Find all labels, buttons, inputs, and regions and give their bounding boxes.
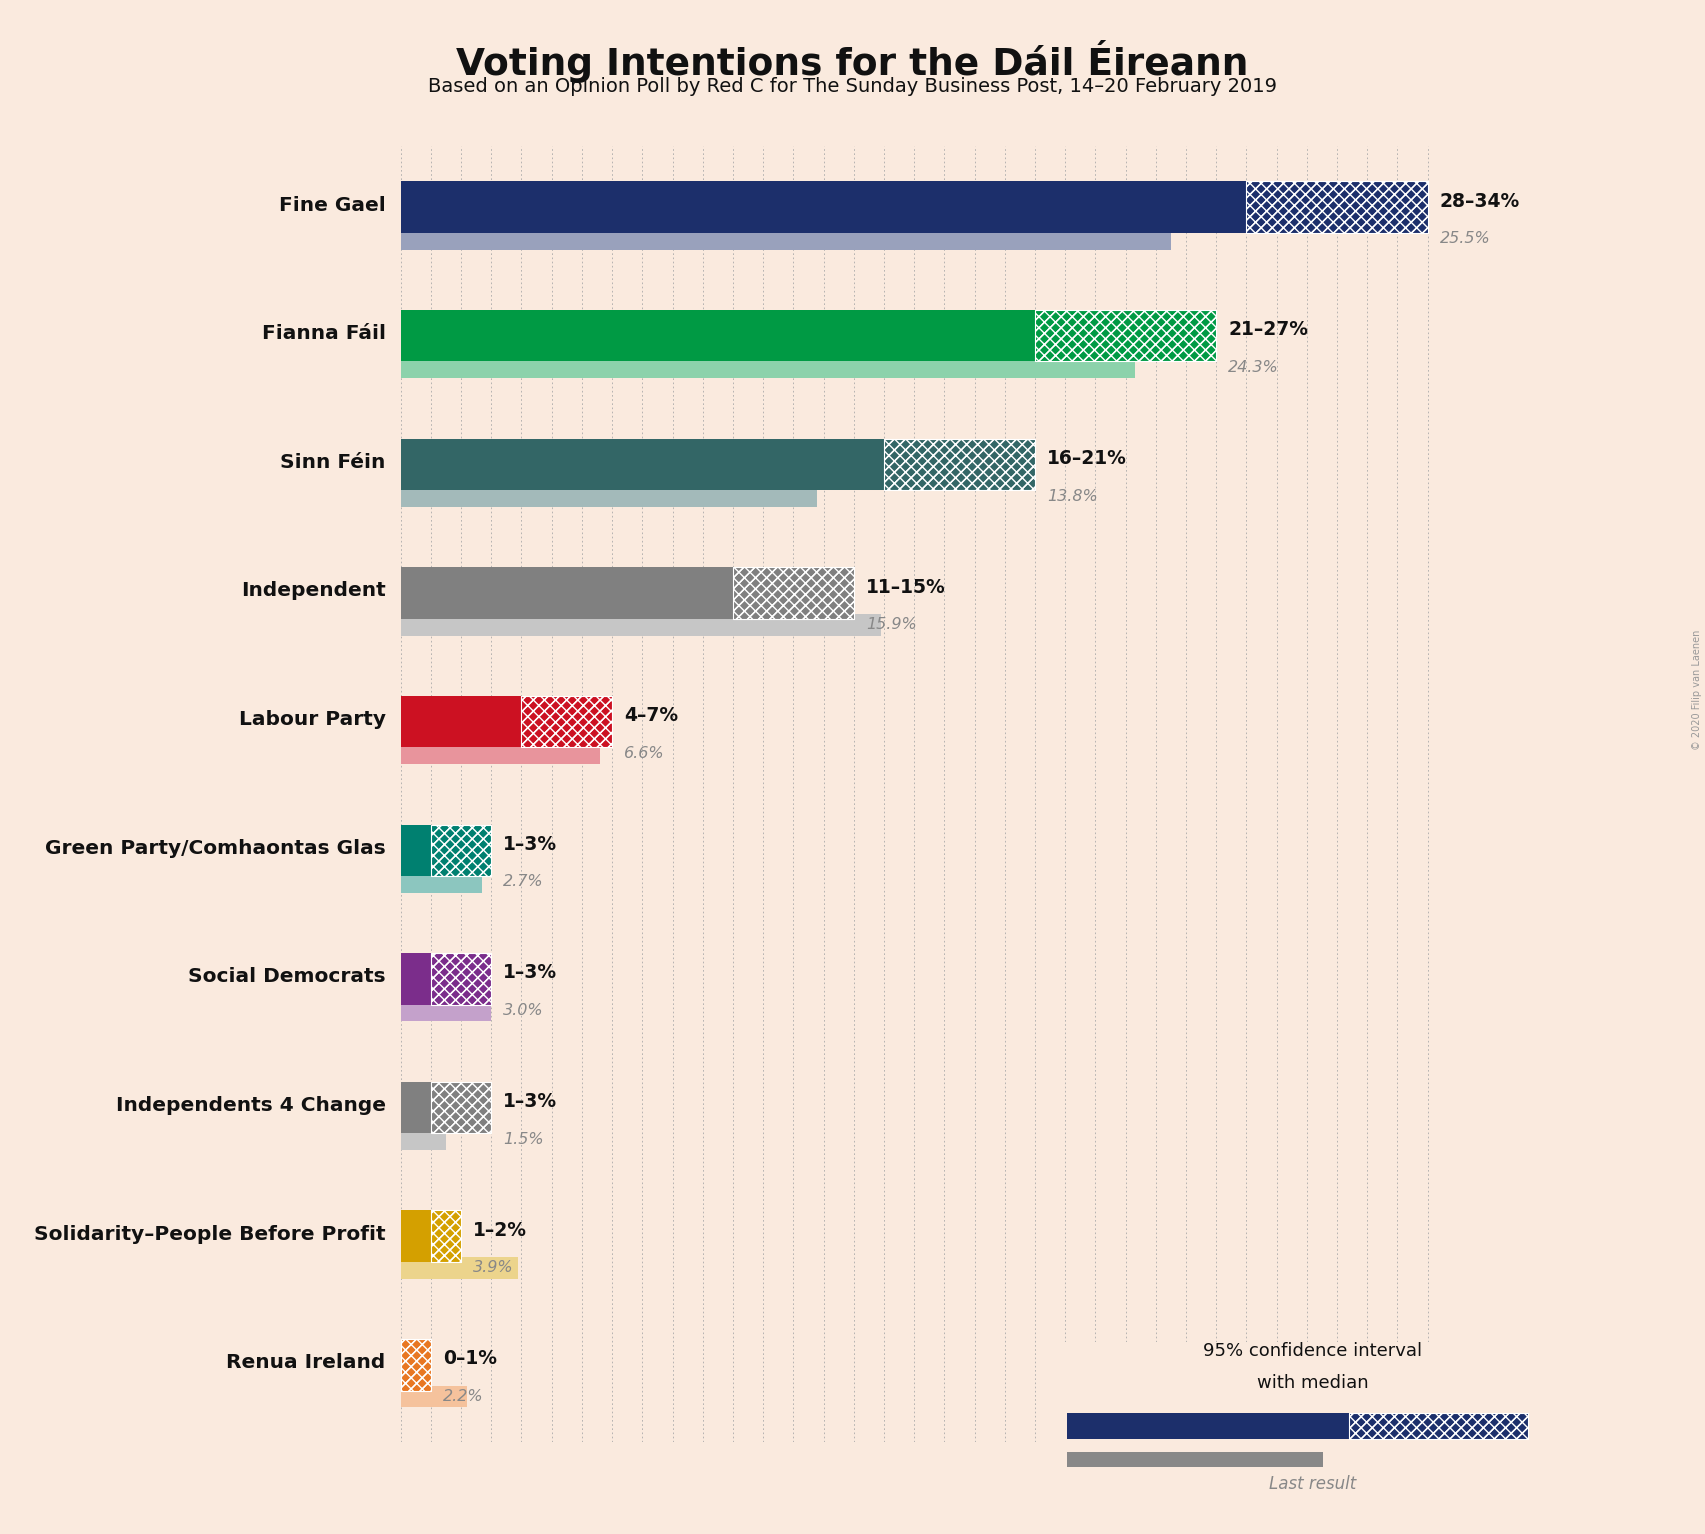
Bar bbox=[431, 953, 491, 1005]
Bar bbox=[401, 310, 1035, 362]
Text: 28–34%: 28–34% bbox=[1439, 192, 1519, 210]
Text: 1.5%: 1.5% bbox=[503, 1132, 544, 1147]
Bar bbox=[401, 1385, 467, 1407]
Text: 4–7%: 4–7% bbox=[624, 706, 679, 726]
Bar bbox=[401, 1210, 431, 1262]
Text: 25.5%: 25.5% bbox=[1439, 232, 1490, 247]
Bar bbox=[733, 568, 854, 618]
Text: 0–1%: 0–1% bbox=[443, 1350, 496, 1368]
Bar bbox=[431, 1210, 460, 1262]
Text: 2.7%: 2.7% bbox=[503, 874, 544, 890]
Text: 21–27%: 21–27% bbox=[1228, 321, 1308, 339]
Text: Social Democrats: Social Democrats bbox=[188, 968, 385, 986]
Text: Labour Party: Labour Party bbox=[239, 710, 385, 729]
Text: 1–2%: 1–2% bbox=[474, 1221, 527, 1239]
Bar bbox=[883, 439, 1035, 489]
Bar bbox=[1035, 310, 1216, 362]
Bar bbox=[401, 1339, 431, 1390]
Bar bbox=[431, 1210, 460, 1262]
Bar bbox=[431, 1081, 491, 1134]
Bar bbox=[1035, 310, 1216, 362]
Text: © 2020 Filip van Laenen: © 2020 Filip van Laenen bbox=[1691, 630, 1702, 750]
Bar bbox=[1067, 1453, 1323, 1467]
Bar bbox=[431, 1081, 491, 1134]
Bar bbox=[401, 181, 1246, 233]
Text: 15.9%: 15.9% bbox=[866, 617, 917, 632]
Text: Sinn Féin: Sinn Féin bbox=[280, 453, 385, 472]
Bar bbox=[1035, 310, 1216, 362]
Bar bbox=[401, 439, 883, 489]
Bar bbox=[1246, 181, 1427, 233]
Bar bbox=[401, 1129, 447, 1150]
Bar bbox=[401, 871, 483, 893]
Bar bbox=[431, 824, 491, 876]
Bar bbox=[401, 1339, 431, 1390]
Text: Independent: Independent bbox=[240, 581, 385, 600]
Text: Last result: Last result bbox=[1269, 1476, 1357, 1493]
Text: Green Party/Comhaontas Glas: Green Party/Comhaontas Glas bbox=[44, 839, 385, 858]
Bar bbox=[431, 824, 491, 876]
Bar bbox=[401, 614, 881, 635]
Bar bbox=[401, 1256, 518, 1279]
Bar bbox=[401, 1000, 491, 1022]
Text: Fianna Fáil: Fianna Fáil bbox=[261, 324, 385, 344]
Text: 3.0%: 3.0% bbox=[503, 1003, 544, 1019]
Text: 16–21%: 16–21% bbox=[1047, 449, 1127, 468]
Bar bbox=[401, 1081, 431, 1134]
Text: with median: with median bbox=[1257, 1373, 1369, 1391]
Bar bbox=[431, 953, 491, 1005]
Bar bbox=[1349, 1413, 1528, 1439]
Bar bbox=[401, 742, 600, 764]
Bar bbox=[431, 1210, 460, 1262]
Bar bbox=[401, 568, 733, 618]
Text: Voting Intentions for the Dáil Éireann: Voting Intentions for the Dáil Éireann bbox=[457, 40, 1248, 83]
Bar bbox=[883, 439, 1035, 489]
Text: Renua Ireland: Renua Ireland bbox=[227, 1353, 385, 1373]
Bar bbox=[401, 696, 522, 747]
Text: 6.6%: 6.6% bbox=[624, 746, 665, 761]
Bar bbox=[401, 229, 1171, 250]
Text: 3.9%: 3.9% bbox=[474, 1261, 513, 1275]
Bar bbox=[883, 439, 1035, 489]
Bar bbox=[1246, 181, 1427, 233]
Text: 24.3%: 24.3% bbox=[1228, 360, 1279, 374]
Text: 11–15%: 11–15% bbox=[866, 577, 946, 597]
Bar bbox=[522, 696, 612, 747]
Bar bbox=[401, 1339, 431, 1390]
Bar bbox=[1246, 181, 1427, 233]
Bar bbox=[1349, 1413, 1528, 1439]
Text: Independents 4 Change: Independents 4 Change bbox=[116, 1095, 385, 1115]
Bar bbox=[431, 953, 491, 1005]
Text: 1–3%: 1–3% bbox=[503, 834, 558, 854]
Text: Based on an Opinion Poll by Red C for The Sunday Business Post, 14–20 February 2: Based on an Opinion Poll by Red C for Th… bbox=[428, 77, 1277, 95]
Bar bbox=[733, 568, 854, 618]
Text: 1–3%: 1–3% bbox=[503, 1092, 558, 1111]
Bar bbox=[733, 568, 854, 618]
Bar bbox=[522, 696, 612, 747]
Bar bbox=[401, 485, 817, 506]
Bar bbox=[401, 824, 431, 876]
Text: 13.8%: 13.8% bbox=[1047, 488, 1098, 503]
Bar bbox=[401, 953, 431, 1005]
Bar bbox=[431, 824, 491, 876]
Bar bbox=[1067, 1413, 1349, 1439]
Text: Solidarity–People Before Profit: Solidarity–People Before Profit bbox=[34, 1224, 385, 1244]
Bar bbox=[522, 696, 612, 747]
Text: 95% confidence interval: 95% confidence interval bbox=[1204, 1342, 1422, 1361]
Bar bbox=[431, 1081, 491, 1134]
Text: 1–3%: 1–3% bbox=[503, 963, 558, 982]
Bar bbox=[1349, 1413, 1528, 1439]
Text: Fine Gael: Fine Gael bbox=[280, 196, 385, 215]
Bar bbox=[401, 356, 1134, 379]
Text: 2.2%: 2.2% bbox=[443, 1388, 484, 1404]
